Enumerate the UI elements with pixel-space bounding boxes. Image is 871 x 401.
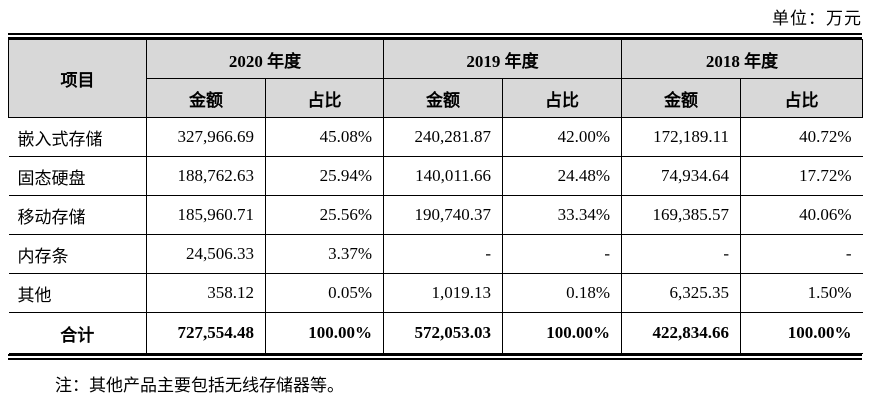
subheader-amount-2020: 金额 xyxy=(146,78,266,118)
subheader-amount-2018: 金额 xyxy=(621,78,741,118)
ratio-cell: 40.72% xyxy=(740,117,863,157)
table-row: 嵌入式存储 327,966.69 45.08% 240,281.87 42.00… xyxy=(8,117,863,157)
subheader-amount-2019: 金额 xyxy=(383,78,503,118)
amount-cell: 327,966.69 xyxy=(146,117,266,157)
amount-cell: 169,385.57 xyxy=(621,195,741,235)
ratio-cell: 0.18% xyxy=(502,273,622,313)
ratio-cell: 45.08% xyxy=(265,117,384,157)
ratio-cell: 33.34% xyxy=(502,195,622,235)
subheader-ratio-2019: 占比 xyxy=(502,78,622,118)
row-item-label: 内存条 xyxy=(8,234,147,274)
table-row: 其他 358.12 0.05% 1,019.13 0.18% 6,325.35 … xyxy=(8,273,863,313)
amount-cell: - xyxy=(621,234,741,274)
amount-cell: 24,506.33 xyxy=(146,234,266,274)
ratio-cell: - xyxy=(502,234,622,274)
ratio-cell: 42.00% xyxy=(502,117,622,157)
row-item-label: 固态硬盘 xyxy=(8,156,147,196)
total-row: 合计 727,554.48 100.00% 572,053.03 100.00%… xyxy=(8,312,863,354)
ratio-cell: 1.50% xyxy=(740,273,863,313)
row-item-label: 嵌入式存储 xyxy=(8,117,147,157)
ratio-cell: 17.72% xyxy=(740,156,863,196)
ratio-cell: 3.37% xyxy=(265,234,384,274)
ratio-cell: - xyxy=(740,234,863,274)
header-cell-year-2020: 2020 年度 xyxy=(146,39,384,79)
ratio-cell: 25.56% xyxy=(265,195,384,235)
ratio-cell: 25.94% xyxy=(265,156,384,196)
total-amount-cell: 727,554.48 xyxy=(146,312,266,354)
row-item-label: 移动存储 xyxy=(8,195,147,235)
amount-cell: 140,011.66 xyxy=(383,156,503,196)
amount-cell: 172,189.11 xyxy=(621,117,741,157)
amount-cell: 74,934.64 xyxy=(621,156,741,196)
amount-cell: 190,740.37 xyxy=(383,195,503,235)
ratio-cell: 40.06% xyxy=(740,195,863,235)
footnote: 注：其他产品主要包括无线存储器等。 xyxy=(55,376,344,395)
header-cell-item: 项目 xyxy=(8,39,147,118)
table-row: 固态硬盘 188,762.63 25.94% 140,011.66 24.48%… xyxy=(8,156,863,196)
table-row: 移动存储 185,960.71 25.56% 190,740.37 33.34%… xyxy=(8,195,863,235)
amount-cell: 188,762.63 xyxy=(146,156,266,196)
total-amount-cell: 572,053.03 xyxy=(383,312,503,354)
amount-cell: 358.12 xyxy=(146,273,266,313)
header-row-subheaders: 金额 占比 金额 占比 金额 占比 xyxy=(9,78,863,118)
total-ratio-cell: 100.00% xyxy=(502,312,622,354)
total-amount-cell: 422,834.66 xyxy=(621,312,741,354)
row-item-label: 其他 xyxy=(8,273,147,313)
total-ratio-cell: 100.00% xyxy=(740,312,863,354)
amount-cell: 6,325.35 xyxy=(621,273,741,313)
total-ratio-cell: 100.00% xyxy=(265,312,384,354)
ratio-cell: 24.48% xyxy=(502,156,622,196)
table-row: 内存条 24,506.33 3.37% - - - - xyxy=(8,234,863,274)
amount-cell: - xyxy=(383,234,503,274)
revenue-breakdown-table: 项目 2020 年度 2019 年度 2018 年度 金额 占比 金额 占比 金… xyxy=(8,39,863,354)
table-wrap: 项目 2020 年度 2019 年度 2018 年度 金额 占比 金额 占比 金… xyxy=(8,33,863,360)
ratio-cell: 0.05% xyxy=(265,273,384,313)
header-cell-year-2018: 2018 年度 xyxy=(621,39,863,79)
header-row-years: 项目 2020 年度 2019 年度 2018 年度 xyxy=(8,39,863,118)
amount-cell: 185,960.71 xyxy=(146,195,266,235)
subheader-ratio-2020: 占比 xyxy=(265,78,384,118)
unit-label: 单位：万元 xyxy=(772,9,862,28)
amount-cell: 240,281.87 xyxy=(383,117,503,157)
total-label: 合计 xyxy=(8,312,147,354)
subheader-ratio-2018: 占比 xyxy=(740,78,863,118)
header-cell-year-2019: 2019 年度 xyxy=(383,39,622,79)
amount-cell: 1,019.13 xyxy=(383,273,503,313)
